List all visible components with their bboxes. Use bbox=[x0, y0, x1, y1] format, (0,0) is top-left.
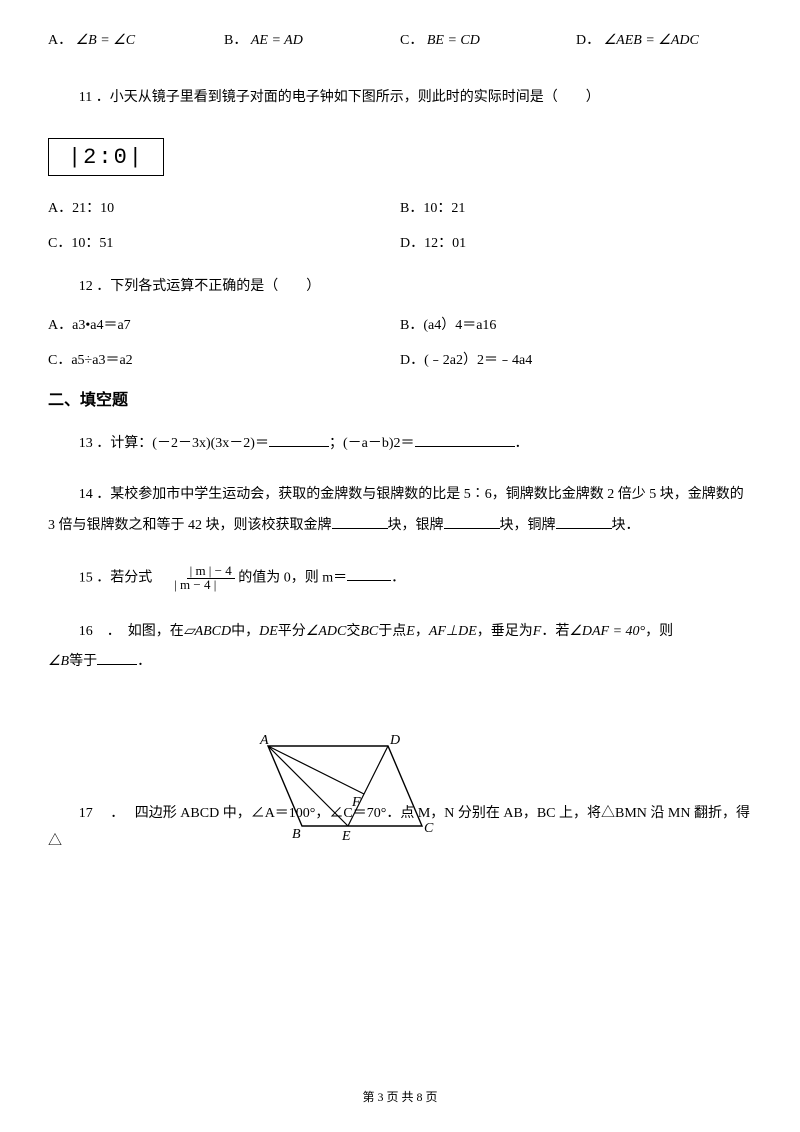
label: A． bbox=[48, 33, 72, 48]
m: DE bbox=[259, 624, 278, 639]
t: 3 倍与银牌数之和等于 42 块，则该校获取金牌 bbox=[48, 518, 332, 533]
q12-opt-c: C．a5÷a3＝a2 bbox=[48, 350, 400, 371]
math: BE = CD bbox=[427, 33, 480, 48]
t: 平分 bbox=[278, 624, 306, 639]
m: ▱ABCD bbox=[184, 624, 231, 639]
q12-opts-row1: A．a3•a4＝a7 B．(a4）4＝a16 bbox=[48, 315, 752, 336]
math: ∠AEB = ∠ADC bbox=[604, 33, 699, 48]
q12-stem: 12 ．下列各式运算不正确的是（ ） bbox=[48, 276, 752, 297]
t: ，则 bbox=[645, 624, 673, 639]
blank bbox=[97, 651, 137, 665]
t: ， bbox=[415, 624, 429, 639]
q11-opt-a: A．21：10 bbox=[48, 198, 400, 219]
label-E: E bbox=[341, 829, 351, 844]
denominator: | m − 4 | bbox=[171, 577, 219, 592]
q10-opt-c: C． BE = CD bbox=[400, 30, 576, 51]
blank bbox=[347, 567, 391, 581]
q12-opt-b: B．(a4）4＝a16 bbox=[400, 315, 752, 336]
q11-stem: 11 ．小天从镜子里看到镜子对面的电子钟如下图所示，则此时的实际时间是（ ） bbox=[48, 87, 752, 108]
q15-post: 的值为 0，则 m＝ bbox=[238, 570, 347, 585]
q14-line2: 3 倍与银牌数之和等于 42 块，则该校获取金牌 块，银牌 块，铜牌 块． bbox=[48, 511, 752, 542]
blank bbox=[556, 515, 612, 529]
blank bbox=[269, 433, 329, 447]
parallelogram-figure: A D B C E F bbox=[230, 734, 440, 851]
label: C． bbox=[400, 33, 423, 48]
math: AE = AD bbox=[251, 33, 303, 48]
q12-opt-a: A．a3•a4＝a7 bbox=[48, 315, 400, 336]
q11-opt-d: D．12：01 bbox=[400, 233, 752, 254]
m: ∠ADC bbox=[306, 624, 347, 639]
label: B． bbox=[224, 33, 247, 48]
q12-opt-d: D．(﹣2a2）2＝﹣4a4 bbox=[400, 350, 752, 371]
label: D． bbox=[576, 33, 600, 48]
q10-options: A． ∠B = ∠C B． AE = AD C． BE = CD D． ∠AEB… bbox=[48, 30, 752, 51]
label-D: D bbox=[389, 734, 400, 748]
label-F: F bbox=[351, 795, 361, 810]
fraction: | m | − 4 | m − 4 | bbox=[156, 564, 235, 593]
blank bbox=[415, 433, 515, 447]
q10-opt-a: A． ∠B = ∠C bbox=[48, 30, 224, 51]
t: 块． bbox=[612, 518, 640, 533]
q16-tail-c: ． bbox=[137, 654, 151, 669]
q16-stem: 16 ． 如图，在▱ABCD中，DE平分∠ADC交BC于点E，AF⊥DE，垂足为… bbox=[48, 614, 752, 650]
section-2-heading: 二、填空题 bbox=[48, 389, 752, 413]
q16-tail-a: ∠B bbox=[48, 654, 69, 669]
m: E bbox=[406, 624, 415, 639]
q13-post: ． bbox=[515, 436, 529, 451]
blank bbox=[444, 515, 500, 529]
t: ，垂足为 bbox=[477, 624, 533, 639]
q13-pre: 13 ．计算：(－2－3x)(3x－2)＝ bbox=[79, 436, 269, 451]
q15-end: ． bbox=[391, 570, 405, 585]
q10-opt-d: D． ∠AEB = ∠ADC bbox=[576, 30, 752, 51]
label-C: C bbox=[424, 821, 434, 836]
m: AF⊥DE bbox=[429, 624, 477, 639]
q15-pre: 15 ．若分式 bbox=[79, 570, 153, 585]
q13: 13 ．计算：(－2－3x)(3x－2)＝ ；(－a－b)2＝ ． bbox=[48, 433, 752, 454]
q12-opts-row2: C．a5÷a3＝a2 D．(﹣2a2）2＝﹣4a4 bbox=[48, 350, 752, 371]
q14-line1: 14 ．某校参加市中学生运动会，获取的金牌数与银牌数的比是 5∶6，铜牌数比金牌… bbox=[48, 480, 752, 511]
q11-opts-row1: A．21：10 B．10：21 bbox=[48, 198, 752, 219]
page-footer: 第 3 页 共 8 页 bbox=[48, 1088, 752, 1106]
t: ．若 bbox=[541, 624, 569, 639]
t: 交 bbox=[346, 624, 360, 639]
m: ∠DAF = 40° bbox=[569, 624, 645, 639]
t: 于点 bbox=[378, 624, 406, 639]
t: 中， bbox=[231, 624, 259, 639]
q16-figure-row: ∠B等于 ． bbox=[48, 651, 752, 672]
q11-opt-b: B．10：21 bbox=[400, 198, 752, 219]
q13-mid: ；(－a－b)2＝ bbox=[329, 436, 415, 451]
q16-tail-b: 等于 bbox=[69, 654, 97, 669]
t: 16 ． 如图，在 bbox=[79, 624, 184, 639]
label-A: A bbox=[259, 734, 269, 748]
q15: 15 ．若分式 | m | − 4 | m − 4 | 的值为 0，则 m＝ ． bbox=[48, 564, 752, 593]
t: 块，银牌 bbox=[388, 518, 444, 533]
t: 块，铜牌 bbox=[500, 518, 556, 533]
m: BC bbox=[360, 624, 378, 639]
clock-text: |2:0| bbox=[68, 141, 144, 174]
q11-opts-row2: C．10：51 D．12：01 bbox=[48, 233, 752, 254]
math: ∠B = ∠C bbox=[76, 33, 135, 48]
geom-svg: A D B C E F bbox=[230, 734, 440, 844]
blank bbox=[332, 515, 388, 529]
label-B: B bbox=[292, 827, 301, 842]
q10-opt-b: B． AE = AD bbox=[224, 30, 400, 51]
clock-display: |2:0| bbox=[48, 138, 164, 176]
q11-opt-c: C．10：51 bbox=[48, 233, 400, 254]
